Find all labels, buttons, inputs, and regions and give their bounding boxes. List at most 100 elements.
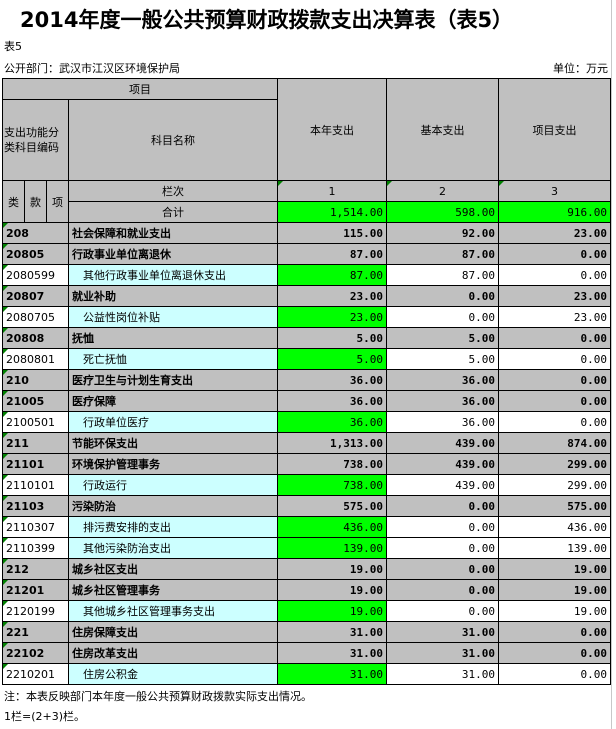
row-code[interactable]: 2110307 xyxy=(2,516,69,538)
row-col2[interactable]: 36.00 xyxy=(386,369,499,391)
row-code[interactable]: 2110399 xyxy=(2,537,69,559)
row-code[interactable]: 2210201 xyxy=(2,663,69,685)
row-col1[interactable]: 115.00 xyxy=(277,222,387,244)
row-name[interactable]: 其他行政事业单位离退休支出 xyxy=(68,264,278,286)
row-name[interactable]: 环境保护管理事务 xyxy=(68,453,278,475)
row-name[interactable]: 城乡社区管理事务 xyxy=(68,579,278,601)
row-col2[interactable]: 5.00 xyxy=(386,327,499,349)
row-col3[interactable]: 0.00 xyxy=(498,264,611,286)
row-col2[interactable]: 36.00 xyxy=(386,411,499,433)
row-col3[interactable]: 0.00 xyxy=(498,390,611,412)
row-name[interactable]: 行政事业单位离退休 xyxy=(68,243,278,265)
row-code[interactable]: 221 xyxy=(2,621,69,643)
row-col1[interactable]: 738.00 xyxy=(277,453,387,475)
row-col1[interactable]: 1,313.00 xyxy=(277,432,387,454)
row-col3[interactable]: 23.00 xyxy=(498,285,611,307)
row-name[interactable]: 其他污染防治支出 xyxy=(68,537,278,559)
row-col1[interactable]: 575.00 xyxy=(277,495,387,517)
total-col3[interactable]: 916.00 xyxy=(498,201,611,223)
row-col3[interactable]: 0.00 xyxy=(498,642,611,664)
row-name[interactable]: 住房保障支出 xyxy=(68,621,278,643)
row-col1[interactable]: 36.00 xyxy=(277,369,387,391)
row-col1[interactable]: 19.00 xyxy=(277,579,387,601)
row-col3[interactable]: 23.00 xyxy=(498,306,611,328)
row-name[interactable]: 排污费安排的支出 xyxy=(68,516,278,538)
row-code[interactable]: 20808 xyxy=(2,327,69,349)
row-code[interactable]: 208 xyxy=(2,222,69,244)
row-code[interactable]: 2080705 xyxy=(2,306,69,328)
row-col3[interactable]: 0.00 xyxy=(498,327,611,349)
row-col3[interactable]: 19.00 xyxy=(498,558,611,580)
row-col3[interactable]: 19.00 xyxy=(498,600,611,622)
row-code[interactable]: 210 xyxy=(2,369,69,391)
row-name[interactable]: 住房公积金 xyxy=(68,663,278,685)
row-code[interactable]: 22102 xyxy=(2,642,69,664)
row-col1[interactable]: 36.00 xyxy=(277,390,387,412)
row-col3[interactable]: 299.00 xyxy=(498,453,611,475)
row-code[interactable]: 21201 xyxy=(2,579,69,601)
row-code[interactable]: 21101 xyxy=(2,453,69,475)
row-name[interactable]: 其他城乡社区管理事务支出 xyxy=(68,600,278,622)
row-col1[interactable]: 31.00 xyxy=(277,663,387,685)
row-col2[interactable]: 92.00 xyxy=(386,222,499,244)
row-col2[interactable]: 5.00 xyxy=(386,348,499,370)
row-code[interactable]: 2080599 xyxy=(2,264,69,286)
row-col1[interactable]: 139.00 xyxy=(277,537,387,559)
total-col1[interactable]: 1,514.00 xyxy=(277,201,387,223)
row-col2[interactable]: 87.00 xyxy=(386,243,499,265)
total-col2[interactable]: 598.00 xyxy=(386,201,499,223)
row-name[interactable]: 公益性岗位补贴 xyxy=(68,306,278,328)
row-col3[interactable]: 0.00 xyxy=(498,663,611,685)
row-col3[interactable]: 0.00 xyxy=(498,369,611,391)
row-name[interactable]: 抚恤 xyxy=(68,327,278,349)
row-col2[interactable]: 31.00 xyxy=(386,621,499,643)
row-col2[interactable]: 0.00 xyxy=(386,306,499,328)
row-code[interactable]: 2100501 xyxy=(2,411,69,433)
row-col1[interactable]: 738.00 xyxy=(277,474,387,496)
row-col3[interactable]: 0.00 xyxy=(498,411,611,433)
row-col2[interactable]: 31.00 xyxy=(386,642,499,664)
row-col2[interactable]: 439.00 xyxy=(386,474,499,496)
row-col1[interactable]: 23.00 xyxy=(277,285,387,307)
row-col1[interactable]: 31.00 xyxy=(277,621,387,643)
row-code[interactable]: 2120199 xyxy=(2,600,69,622)
row-name[interactable]: 住房改革支出 xyxy=(68,642,278,664)
row-col1[interactable]: 87.00 xyxy=(277,243,387,265)
row-col3[interactable]: 575.00 xyxy=(498,495,611,517)
row-col2[interactable]: 0.00 xyxy=(386,495,499,517)
row-col2[interactable]: 0.00 xyxy=(386,537,499,559)
row-code[interactable]: 20807 xyxy=(2,285,69,307)
row-name[interactable]: 行政单位医疗 xyxy=(68,411,278,433)
row-col3[interactable]: 139.00 xyxy=(498,537,611,559)
row-col1[interactable]: 31.00 xyxy=(277,642,387,664)
row-col1[interactable]: 5.00 xyxy=(277,327,387,349)
row-name[interactable]: 就业补助 xyxy=(68,285,278,307)
row-col3[interactable]: 874.00 xyxy=(498,432,611,454)
row-name[interactable]: 城乡社区支出 xyxy=(68,558,278,580)
row-col3[interactable]: 299.00 xyxy=(498,474,611,496)
row-col2[interactable]: 0.00 xyxy=(386,558,499,580)
row-col2[interactable]: 439.00 xyxy=(386,432,499,454)
row-col3[interactable]: 19.00 xyxy=(498,579,611,601)
row-col1[interactable]: 436.00 xyxy=(277,516,387,538)
row-name[interactable]: 死亡抚恤 xyxy=(68,348,278,370)
row-code[interactable]: 2110101 xyxy=(2,474,69,496)
row-col1[interactable]: 5.00 xyxy=(277,348,387,370)
row-name[interactable]: 社会保障和就业支出 xyxy=(68,222,278,244)
row-col1[interactable]: 19.00 xyxy=(277,600,387,622)
row-col2[interactable]: 0.00 xyxy=(386,600,499,622)
row-name[interactable]: 医疗保障 xyxy=(68,390,278,412)
row-col1[interactable]: 87.00 xyxy=(277,264,387,286)
row-col2[interactable]: 31.00 xyxy=(386,663,499,685)
row-col1[interactable]: 19.00 xyxy=(277,558,387,580)
row-col1[interactable]: 36.00 xyxy=(277,411,387,433)
row-name[interactable]: 污染防治 xyxy=(68,495,278,517)
row-code[interactable]: 21005 xyxy=(2,390,69,412)
row-name[interactable]: 节能环保支出 xyxy=(68,432,278,454)
row-code[interactable]: 211 xyxy=(2,432,69,454)
row-col2[interactable]: 439.00 xyxy=(386,453,499,475)
row-name[interactable]: 医疗卫生与计划生育支出 xyxy=(68,369,278,391)
row-col2[interactable]: 0.00 xyxy=(386,285,499,307)
row-col2[interactable]: 36.00 xyxy=(386,390,499,412)
row-col3[interactable]: 436.00 xyxy=(498,516,611,538)
